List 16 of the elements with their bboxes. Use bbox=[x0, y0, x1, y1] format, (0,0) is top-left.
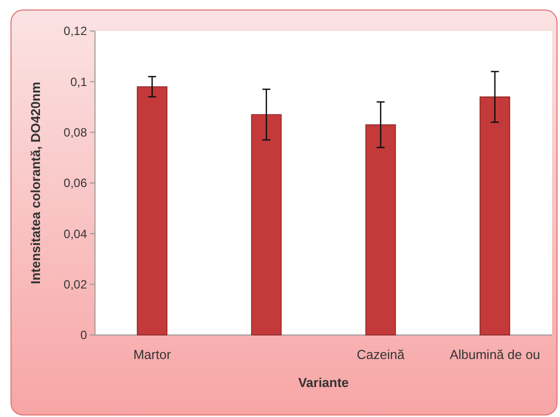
x-tick-label: Albumină de ou bbox=[450, 347, 540, 362]
y-tick-label: 0,1 bbox=[70, 74, 88, 89]
y-tick-label: 0,12 bbox=[64, 24, 88, 38]
y-tick-label: 0,04 bbox=[64, 226, 88, 241]
y-tick-label: 0 bbox=[80, 328, 88, 342]
y-tick-label: 0,02 bbox=[64, 278, 88, 292]
bar bbox=[251, 114, 282, 336]
x-tick-label: Cazeină bbox=[356, 347, 406, 362]
bar bbox=[365, 124, 396, 336]
y-tick-label: 0,06 bbox=[64, 176, 88, 190]
bar bbox=[480, 96, 510, 336]
x-axis-title: Variante bbox=[298, 375, 349, 390]
bar bbox=[136, 86, 168, 336]
x-tick-label: Martor bbox=[133, 347, 172, 362]
y-tick-label: 0,08 bbox=[64, 126, 88, 140]
y-axis-title: Intensitatea colorantă, DO420nm bbox=[28, 82, 43, 284]
